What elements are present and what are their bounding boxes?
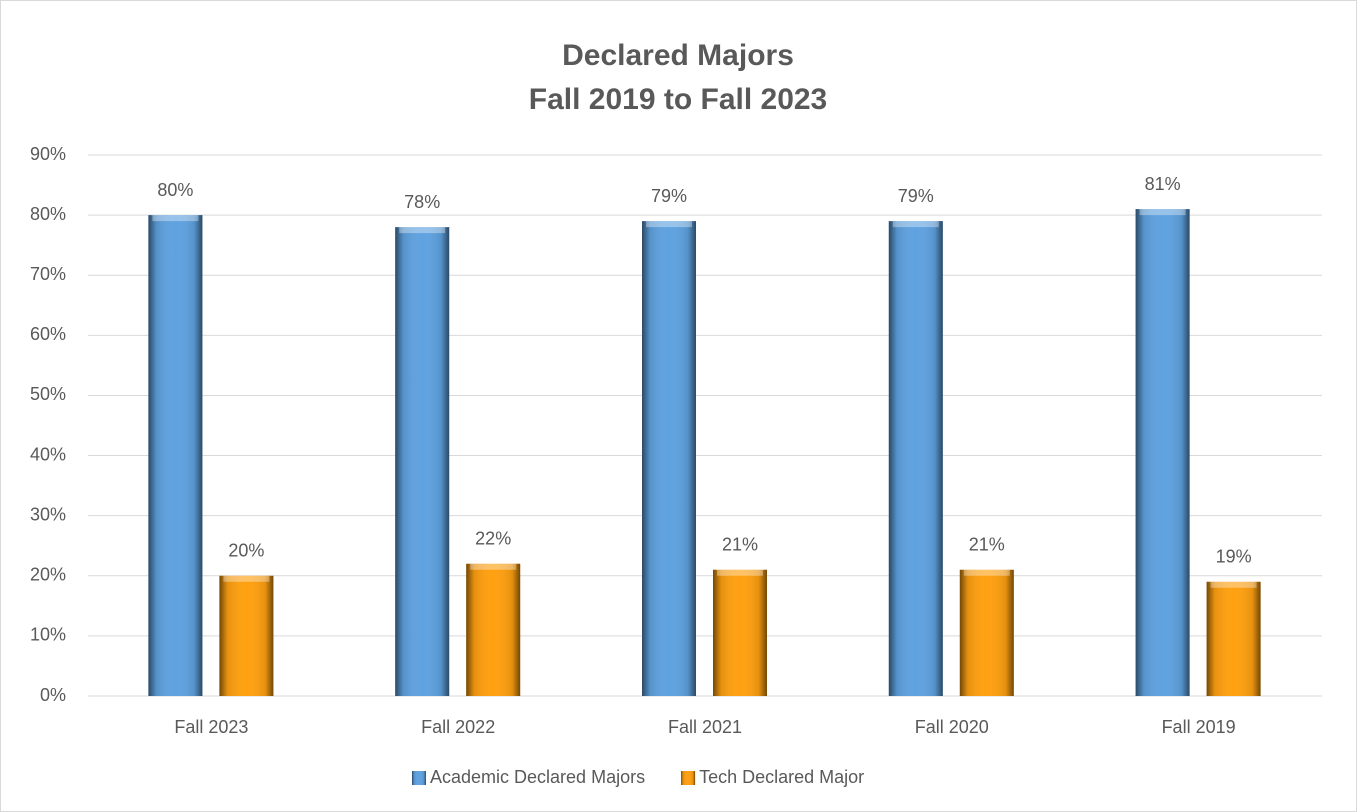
bar-shade bbox=[1135, 209, 1190, 696]
y-tick-label: 20% bbox=[30, 565, 66, 585]
y-tick-label: 60% bbox=[30, 324, 66, 344]
bar-shade bbox=[888, 221, 943, 696]
bar-bevel bbox=[963, 569, 1010, 576]
data-label: 22% bbox=[475, 529, 511, 549]
bar-bevel bbox=[223, 575, 270, 582]
bar-bevel bbox=[152, 215, 199, 222]
bar-shade bbox=[466, 563, 521, 696]
data-label: 21% bbox=[969, 535, 1005, 555]
y-tick-label: 90% bbox=[30, 144, 66, 164]
y-tick-label: 80% bbox=[30, 204, 66, 224]
bar-bevel bbox=[399, 227, 446, 234]
data-label: 81% bbox=[1145, 174, 1181, 194]
data-label: 79% bbox=[651, 186, 687, 206]
legend-swatch-shade bbox=[412, 771, 426, 785]
y-tick-label: 30% bbox=[30, 504, 66, 524]
bar-bevel bbox=[892, 221, 939, 228]
bar-shade bbox=[1206, 581, 1261, 696]
data-label: 19% bbox=[1216, 547, 1252, 567]
legend-label: Tech Declared Major bbox=[699, 767, 864, 787]
y-tick-label: 70% bbox=[30, 264, 66, 284]
bar-bevel bbox=[470, 563, 517, 570]
x-tick-label: Fall 2020 bbox=[915, 717, 989, 737]
bar-bevel bbox=[1139, 209, 1186, 216]
bar-shade bbox=[713, 569, 767, 696]
y-tick-label: 40% bbox=[30, 444, 66, 464]
data-label: 80% bbox=[157, 180, 193, 200]
y-tick-label: 0% bbox=[40, 685, 66, 705]
bar-bevel bbox=[717, 569, 763, 576]
x-tick-label: Fall 2019 bbox=[1162, 717, 1236, 737]
bar-bevel bbox=[646, 221, 692, 228]
data-label: 20% bbox=[228, 541, 264, 561]
bar-shade bbox=[395, 227, 450, 696]
bar-shade bbox=[642, 221, 696, 696]
y-tick-label: 10% bbox=[30, 625, 66, 645]
x-tick-label: Fall 2023 bbox=[174, 717, 248, 737]
bar-shade bbox=[219, 575, 274, 696]
legend-label: Academic Declared Majors bbox=[430, 767, 645, 787]
data-label: 78% bbox=[404, 192, 440, 212]
x-tick-label: Fall 2021 bbox=[668, 717, 742, 737]
data-label: 21% bbox=[722, 535, 758, 555]
legend-swatch-shade bbox=[681, 771, 696, 785]
bar-bevel bbox=[1210, 581, 1257, 588]
bar-shade bbox=[148, 215, 203, 696]
x-tick-label: Fall 2022 bbox=[421, 717, 495, 737]
data-label: 79% bbox=[898, 186, 934, 206]
chart-title: Declared Majors bbox=[562, 39, 794, 72]
y-tick-label: 50% bbox=[30, 384, 66, 404]
chart-subtitle: Fall 2019 to Fall 2023 bbox=[529, 83, 828, 116]
bar-shade bbox=[959, 569, 1014, 696]
